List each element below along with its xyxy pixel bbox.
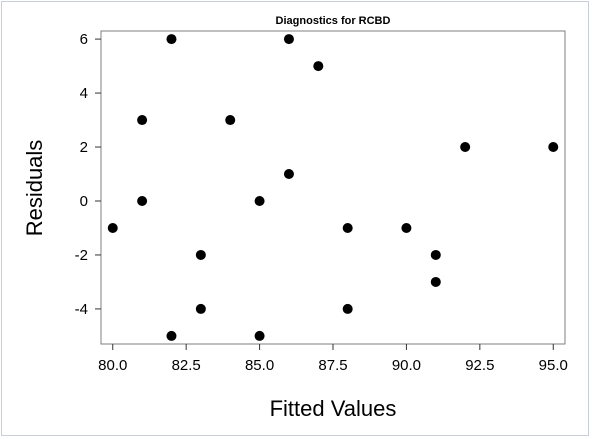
x-axis: 80.0 82.5 85.0 87.5 90.0 92.5 95.0: [98, 344, 568, 374]
data-point: [548, 142, 559, 153]
chart-title: Diagnostics for RCBD: [276, 15, 391, 27]
data-point: [225, 115, 236, 126]
x-tick-label: 95.0: [539, 357, 568, 374]
data-point: [195, 249, 206, 260]
data-point: [430, 249, 441, 260]
data-point: [254, 195, 265, 206]
data-point: [430, 276, 441, 287]
data-points: [107, 34, 559, 341]
y-tick-label: 0: [80, 193, 88, 210]
y-tick-label: 4: [80, 85, 88, 102]
y-tick-label: -4: [75, 301, 88, 318]
y-tick-label: -2: [75, 247, 88, 264]
data-point: [460, 142, 471, 153]
data-point: [313, 61, 324, 72]
data-point: [137, 195, 148, 206]
y-axis: -4 -2 0 2 4 6: [75, 31, 101, 318]
y-axis-label: Residuals: [22, 140, 47, 237]
data-point: [195, 303, 206, 314]
x-axis-label: Fitted Values: [270, 396, 397, 421]
data-point: [401, 222, 412, 233]
x-tick-label: 82.5: [172, 357, 201, 374]
data-point: [283, 34, 294, 45]
y-tick-label: 2: [80, 139, 88, 156]
data-point: [342, 222, 353, 233]
y-tick-label: 6: [80, 31, 88, 48]
x-tick-label: 85.0: [245, 357, 274, 374]
data-point: [254, 330, 265, 341]
data-point: [137, 115, 148, 126]
data-point: [166, 34, 177, 45]
plot-area: [100, 30, 566, 345]
x-tick-label: 87.5: [318, 357, 347, 374]
x-tick-label: 92.5: [465, 357, 494, 374]
x-tick-label: 90.0: [392, 357, 421, 374]
data-point: [166, 330, 177, 341]
x-tick-label: 80.0: [98, 357, 127, 374]
data-point: [283, 169, 294, 180]
data-point: [342, 303, 353, 314]
data-point: [107, 222, 118, 233]
